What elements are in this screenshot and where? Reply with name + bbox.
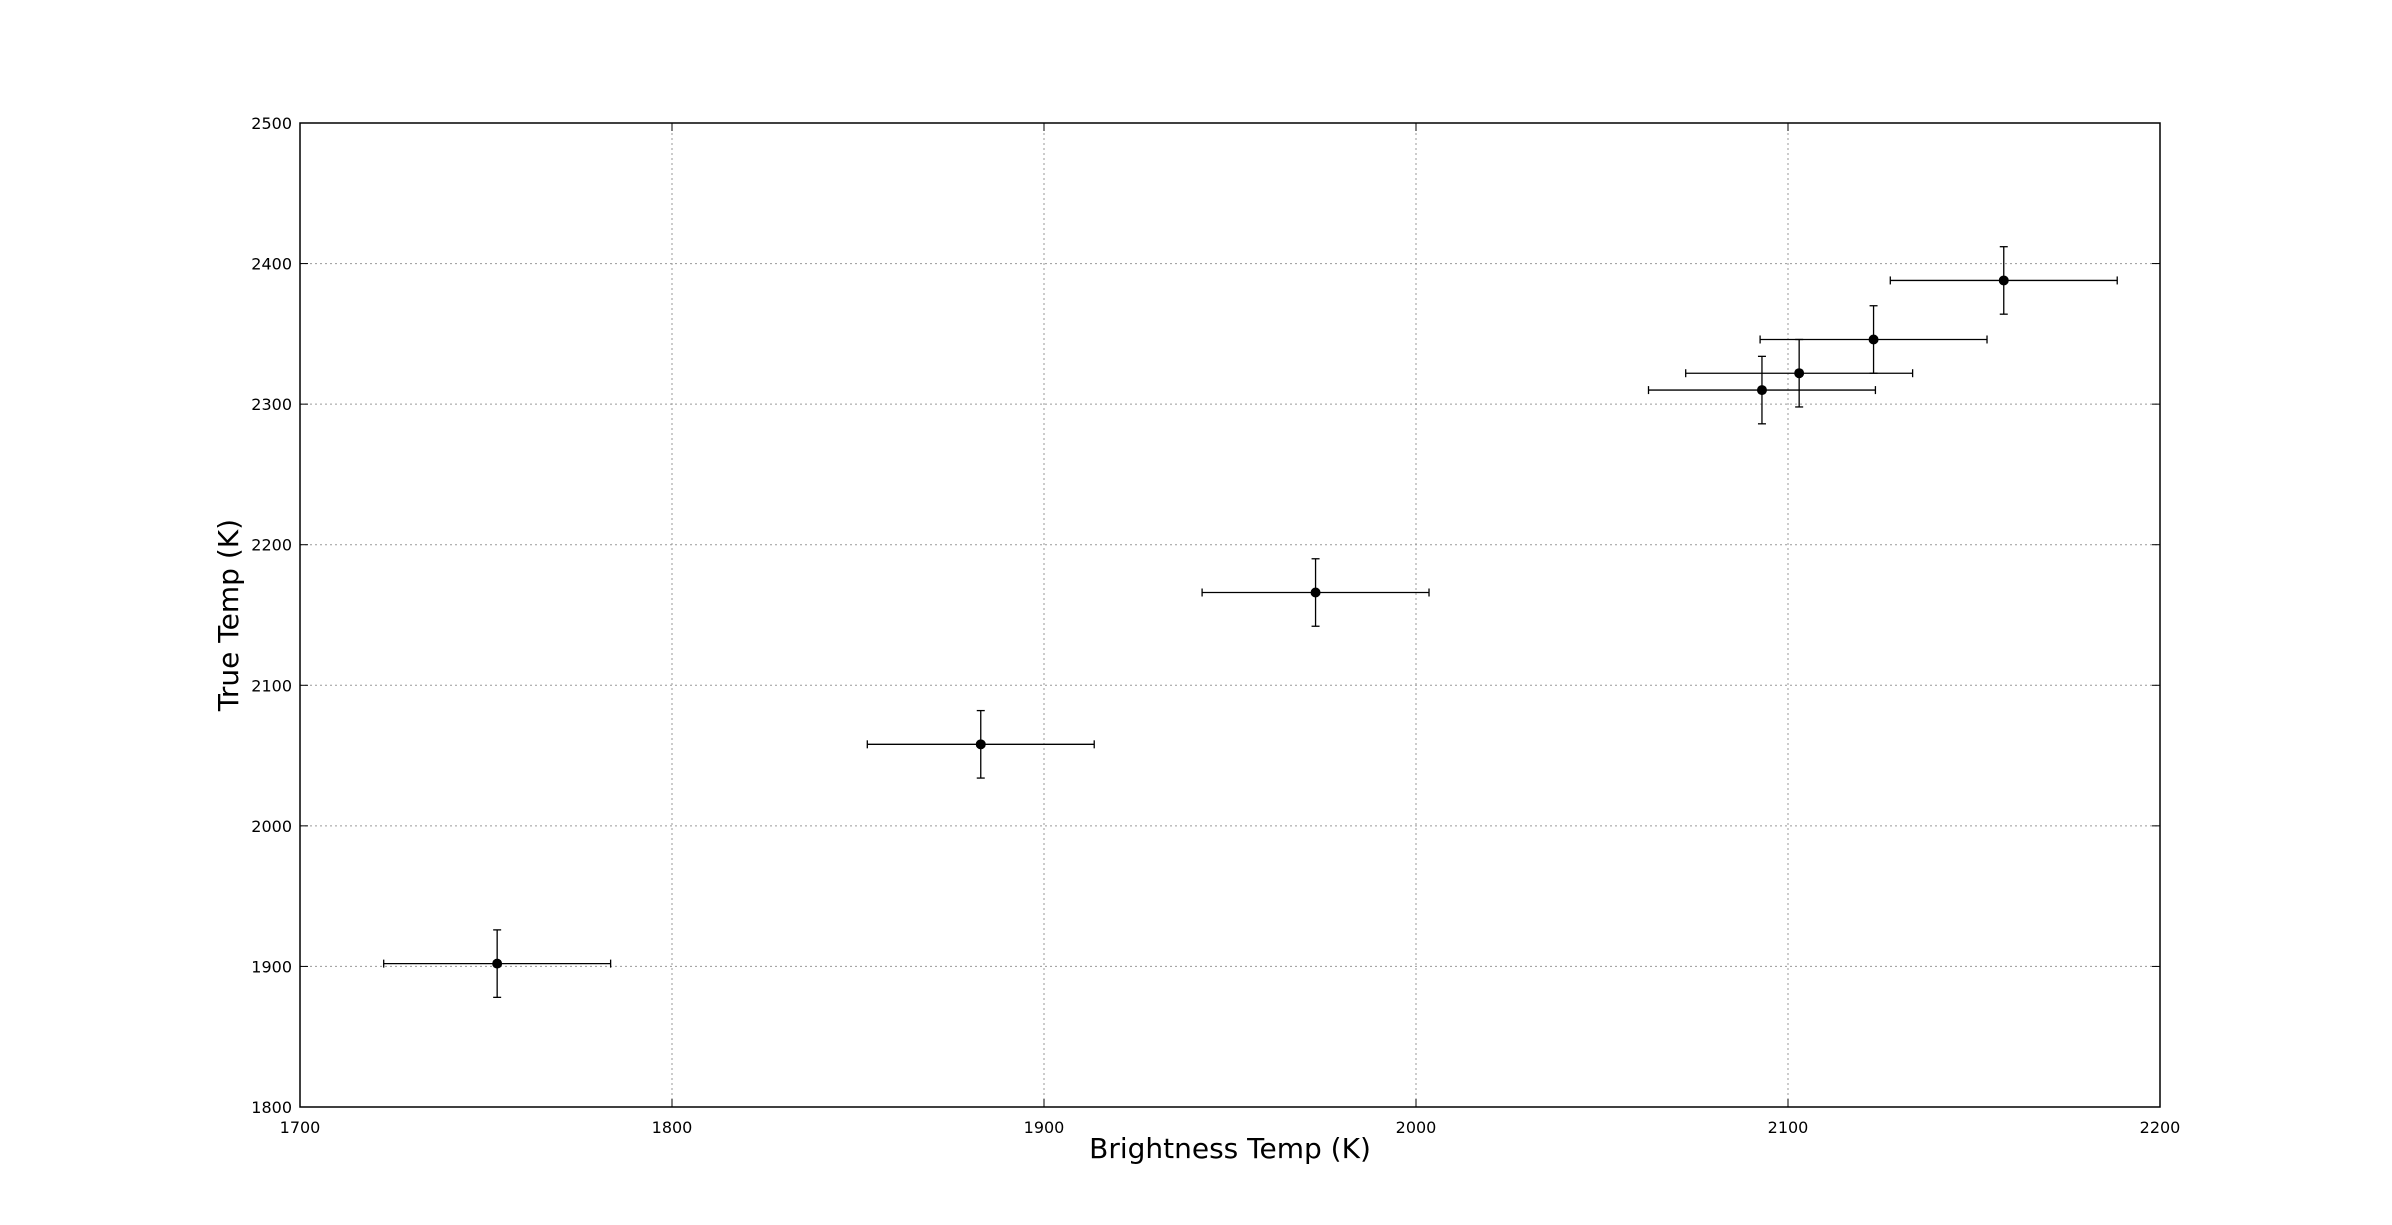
grid-layer bbox=[300, 123, 2160, 1107]
data-point bbox=[1756, 385, 1767, 396]
y-tick-label: 2500 bbox=[251, 114, 292, 133]
y-tick-label: 1900 bbox=[251, 957, 292, 976]
x-tick-label: 2000 bbox=[1396, 1118, 1437, 1137]
x-tick-label: 1700 bbox=[280, 1118, 321, 1137]
x-tick-label: 2200 bbox=[2140, 1118, 2181, 1137]
data-point bbox=[492, 958, 503, 969]
y-tick-label: 2400 bbox=[251, 255, 292, 274]
y-tick-label: 2000 bbox=[251, 817, 292, 836]
x-tick-label: 1800 bbox=[652, 1118, 693, 1137]
data-point bbox=[1794, 368, 1805, 379]
y-axis-title: True Temp (K) bbox=[212, 519, 245, 712]
plot-frame bbox=[299, 122, 2161, 1108]
x-tick-label: 2100 bbox=[1768, 1118, 1809, 1137]
data-point bbox=[1310, 587, 1321, 598]
errorbar-layer bbox=[383, 246, 2118, 999]
y-tick-label: 1800 bbox=[251, 1098, 292, 1117]
marker-layer bbox=[492, 275, 2009, 969]
y-tick-label: 2100 bbox=[251, 676, 292, 695]
x-axis-title: Brightness Temp (K) bbox=[1089, 1132, 1371, 1165]
y-tick-label: 2200 bbox=[251, 536, 292, 555]
y-tick-label: 2300 bbox=[251, 395, 292, 414]
data-point bbox=[1868, 334, 1879, 345]
x-tick-label: 1900 bbox=[1024, 1118, 1065, 1137]
tick-layer: 1700 1800 1900 2000 2100 22001800190020002100… bbox=[251, 114, 2180, 1137]
data-point bbox=[975, 739, 986, 750]
data-point bbox=[1998, 275, 2009, 286]
